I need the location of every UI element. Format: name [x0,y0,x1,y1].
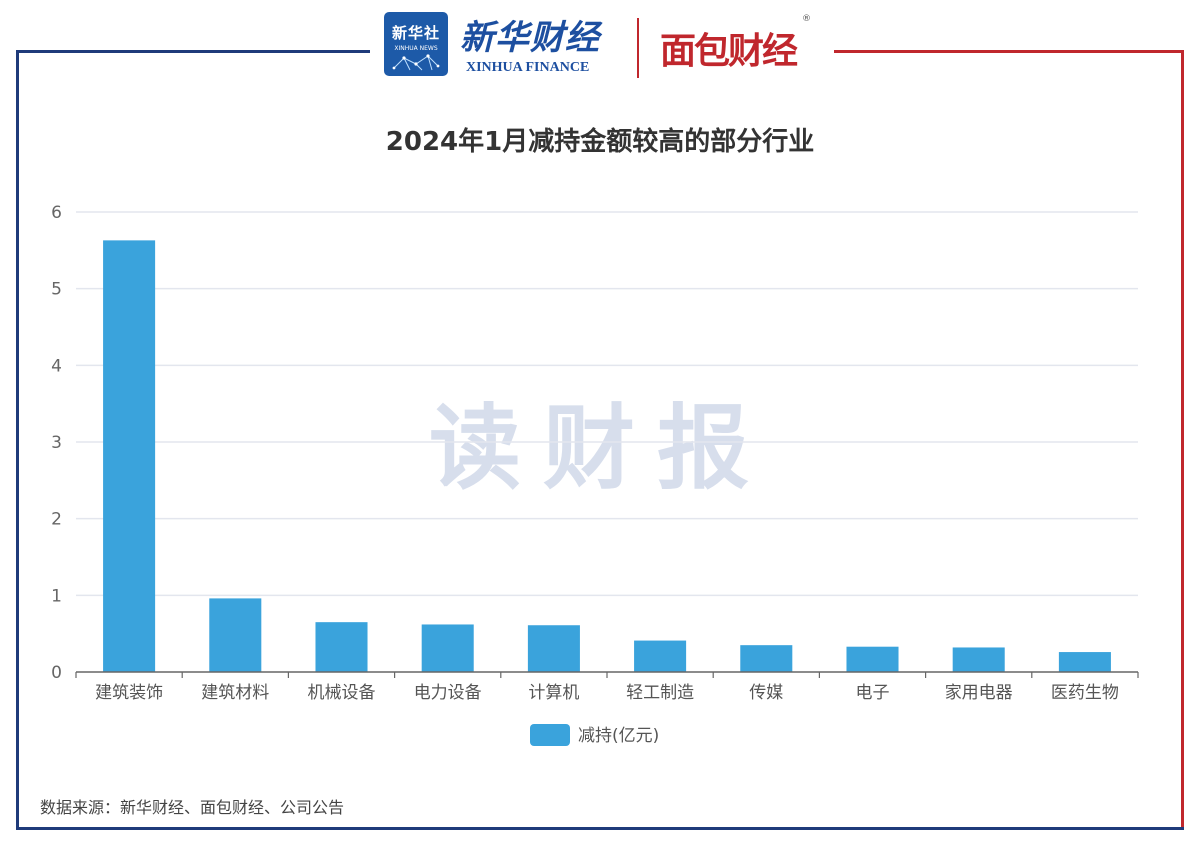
xinhua-news-logo: 新华社 XINHUA NEWS [384,12,448,76]
x-tick-label: 家用电器 [945,683,1013,703]
y-tick-label: 6 [51,203,62,223]
bar-计算机[interactable] [527,625,580,672]
frame-top-left-line [16,50,370,53]
y-tick-label: 2 [51,510,62,530]
frame-left-border [16,50,19,830]
header-divider [637,18,639,78]
bars [103,240,1111,672]
bar-建筑装饰[interactable] [103,240,156,672]
y-tick-label: 0 [51,663,62,683]
y-tick-label: 5 [51,280,62,300]
data-source-note: 数据来源：新华财经、面包财经、公司公告 [40,798,345,817]
x-tick-label: 建筑材料 [201,683,269,703]
chart-title: 2024年1月减持金额较高的部分行业 [386,126,814,157]
bar-电子[interactable] [846,646,899,672]
y-tick-label: 4 [51,356,62,376]
bar-轻工制造[interactable] [634,640,687,672]
bar-传媒[interactable] [740,645,793,672]
xinhua-logo-text: 新华社 [391,24,440,42]
bar-电力设备[interactable] [421,624,474,672]
y-tick-label: 1 [51,586,62,606]
x-tick-label: 机械设备 [308,683,376,703]
bar-医药生物[interactable] [1058,652,1111,672]
x-tick-label: 轻工制造 [626,683,694,703]
mianbao-finance-brand: 面包财经 [660,31,798,72]
x-tick-label: 电子 [856,683,890,703]
y-tick-label: 3 [51,433,62,453]
axes: 0 1 2 3 4 5 6 建筑装饰 建筑材料 机械设备 电力设备 计算机 轻工制造 传媒 电子 家用电器 医药… [51,203,1139,703]
frame-bottom-border [16,827,1184,830]
legend[interactable]: 减持(亿元) [530,724,659,746]
x-tick-label: 电力设备 [414,683,482,703]
xinhua-logo-en: XINHUA NEWS [394,45,438,52]
grid-lines [76,211,1138,597]
frame-right-border [1181,50,1184,830]
xinhua-finance-brand-en: XINHUA FINANCE [466,60,590,75]
xinhua-finance-brand: 新华财经 [460,18,600,58]
registered-mark: ® [802,14,811,24]
x-tick-label: 建筑装饰 [95,683,163,703]
x-tick-label: 医药生物 [1051,683,1119,703]
bar-机械设备[interactable] [315,622,368,672]
watermark-text: 读财报 [429,395,771,502]
bar-家用电器[interactable] [952,647,1005,672]
x-tick-label: 传媒 [749,683,783,703]
legend-label: 减持(亿元) [578,726,659,746]
legend-swatch [530,724,570,746]
x-tick-label: 计算机 [528,683,579,703]
globe-network-icon [392,54,440,71]
header-logos: 新华社 XINHUA NEWS 新华财经 XINHUA FINANCE 面包财经… [384,12,824,82]
frame-top-right-line [834,50,1184,53]
bar-建筑材料[interactable] [209,598,262,672]
